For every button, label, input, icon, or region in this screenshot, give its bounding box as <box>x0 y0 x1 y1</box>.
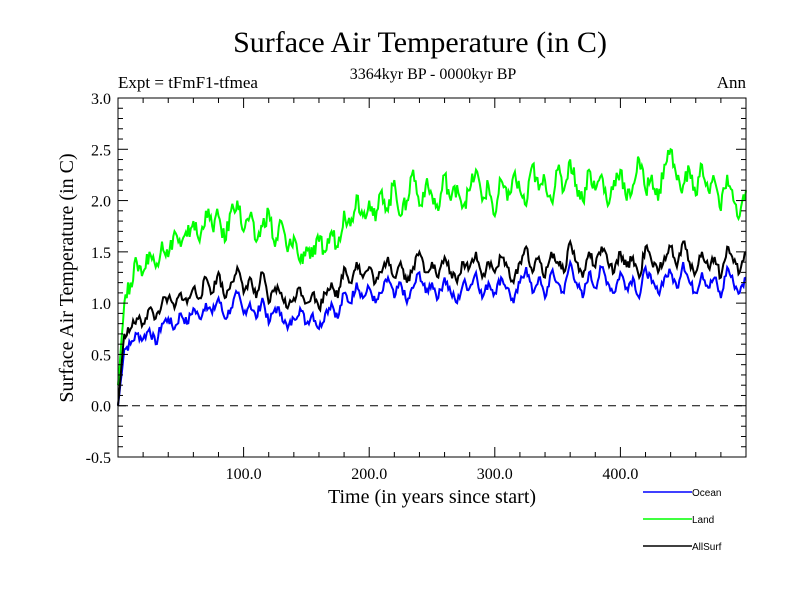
y-tick-label: 0.5 <box>91 347 111 364</box>
y-tick-label: 1.0 <box>91 296 111 313</box>
series-group <box>117 147 747 406</box>
legend-item-ocean: Ocean <box>643 488 721 499</box>
x-tick-label: 400.0 <box>602 466 638 483</box>
x-axis-label: Time (in years since start) <box>328 486 536 508</box>
x-tick-label: 200.0 <box>351 466 387 483</box>
axis-ticks <box>118 97 747 458</box>
experiment-label: Expt = tFmF1-tfmea <box>118 73 258 92</box>
legend-item-land: Land <box>643 515 714 526</box>
y-tick-label: 3.0 <box>91 91 111 108</box>
x-tick-label: 300.0 <box>477 466 513 483</box>
series-line-ocean <box>117 258 747 406</box>
plot-frame <box>117 97 747 458</box>
y-tick-label: 0.0 <box>91 399 111 416</box>
y-axis-label: Surface Air Temperature (in C) <box>56 153 78 402</box>
x-tick-label: 100.0 <box>226 466 262 483</box>
x-tick-labels: 100.0 200.0 300.0 400.0 <box>226 466 639 483</box>
y-tick-label: 1.5 <box>91 245 111 262</box>
y-tick-label: -0.5 <box>86 450 111 467</box>
series-line-land <box>117 147 747 386</box>
plot-area: -0.5 0.0 0.5 1.0 1.5 2.0 2.5 3.0 100.0 200.0 300.… <box>86 91 747 483</box>
legend-item-allsurf: AllSurf <box>643 542 722 553</box>
legend: Ocean Land AllSurf <box>643 488 722 553</box>
y-tick-label: 2.0 <box>91 194 111 211</box>
legend-label: Land <box>692 515 714 526</box>
chart-subtitle: 3364kyr BP - 0000kyr BP <box>350 66 517 83</box>
legend-label: Ocean <box>692 488 721 499</box>
y-tick-labels: -0.5 0.0 0.5 1.0 1.5 2.0 2.5 3.0 <box>86 91 111 467</box>
season-label: Ann <box>717 73 747 92</box>
series-line-allsurf <box>117 238 747 406</box>
legend-label: AllSurf <box>692 542 722 553</box>
y-tick-label: 2.5 <box>91 142 111 159</box>
chart-title: Surface Air Temperature (in C) <box>233 26 607 59</box>
